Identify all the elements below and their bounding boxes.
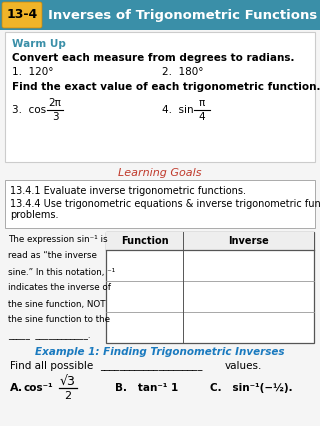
Text: 2.  180°: 2. 180° (162, 67, 204, 77)
Text: B.   tan⁻¹ 1: B. tan⁻¹ 1 (115, 383, 178, 393)
Text: 2π: 2π (49, 98, 61, 108)
Text: Find all possible: Find all possible (10, 361, 93, 371)
Text: π: π (199, 98, 205, 108)
Text: A.: A. (10, 383, 23, 393)
Text: _____  ____________.: _____ ____________. (8, 331, 91, 340)
Text: Learning Goals: Learning Goals (118, 168, 202, 178)
Text: 4: 4 (199, 112, 205, 122)
Text: Convert each measure from degrees to radians.: Convert each measure from degrees to rad… (12, 53, 294, 63)
Text: read as “the inverse: read as “the inverse (8, 251, 97, 261)
Text: 3: 3 (52, 112, 58, 122)
Text: the sine function to the: the sine function to the (8, 316, 110, 325)
Text: 3.  cos: 3. cos (12, 105, 46, 115)
Text: values.: values. (225, 361, 262, 371)
Text: √3: √3 (60, 374, 76, 388)
Text: Function: Function (121, 236, 168, 246)
Text: 2: 2 (64, 391, 72, 401)
Text: C.   sin⁻¹(−½).: C. sin⁻¹(−½). (210, 383, 292, 393)
Text: Inverse: Inverse (228, 236, 269, 246)
Text: 13.4.1 Evaluate inverse trigonometric functions.: 13.4.1 Evaluate inverse trigonometric fu… (10, 186, 246, 196)
Text: problems.: problems. (10, 210, 59, 220)
Text: Warm Up: Warm Up (12, 39, 66, 49)
Text: The expression sin⁻¹ is: The expression sin⁻¹ is (8, 236, 108, 245)
Text: indicates the inverse of: indicates the inverse of (8, 283, 111, 293)
Text: cos⁻¹: cos⁻¹ (24, 383, 54, 393)
Bar (106, 232, 314, 343)
Text: 13-4: 13-4 (6, 9, 38, 21)
Text: Find the exact value of each trigonometric function.: Find the exact value of each trigonometr… (12, 82, 320, 92)
Bar (106, 232, 314, 250)
Text: 13.4.4 Use trigonometric equations & inverse trigonometric functions to solve: 13.4.4 Use trigonometric equations & inv… (10, 199, 320, 209)
Text: _____________________: _____________________ (100, 361, 202, 371)
FancyBboxPatch shape (2, 2, 42, 28)
Bar (0, 0, 320, 30)
Text: Example 1: Finding Trigonometric Inverses: Example 1: Finding Trigonometric Inverse… (35, 347, 285, 357)
Text: the sine function, NOT: the sine function, NOT (8, 299, 106, 308)
Bar (5, 32, 315, 162)
Bar (5, 180, 315, 228)
Text: sine.” In this notation, ⁻¹: sine.” In this notation, ⁻¹ (8, 268, 115, 276)
Text: 1.  120°: 1. 120° (12, 67, 53, 77)
Text: 4.  sin: 4. sin (162, 105, 194, 115)
Text: Inverses of Trigonometric Functions: Inverses of Trigonometric Functions (48, 9, 317, 21)
